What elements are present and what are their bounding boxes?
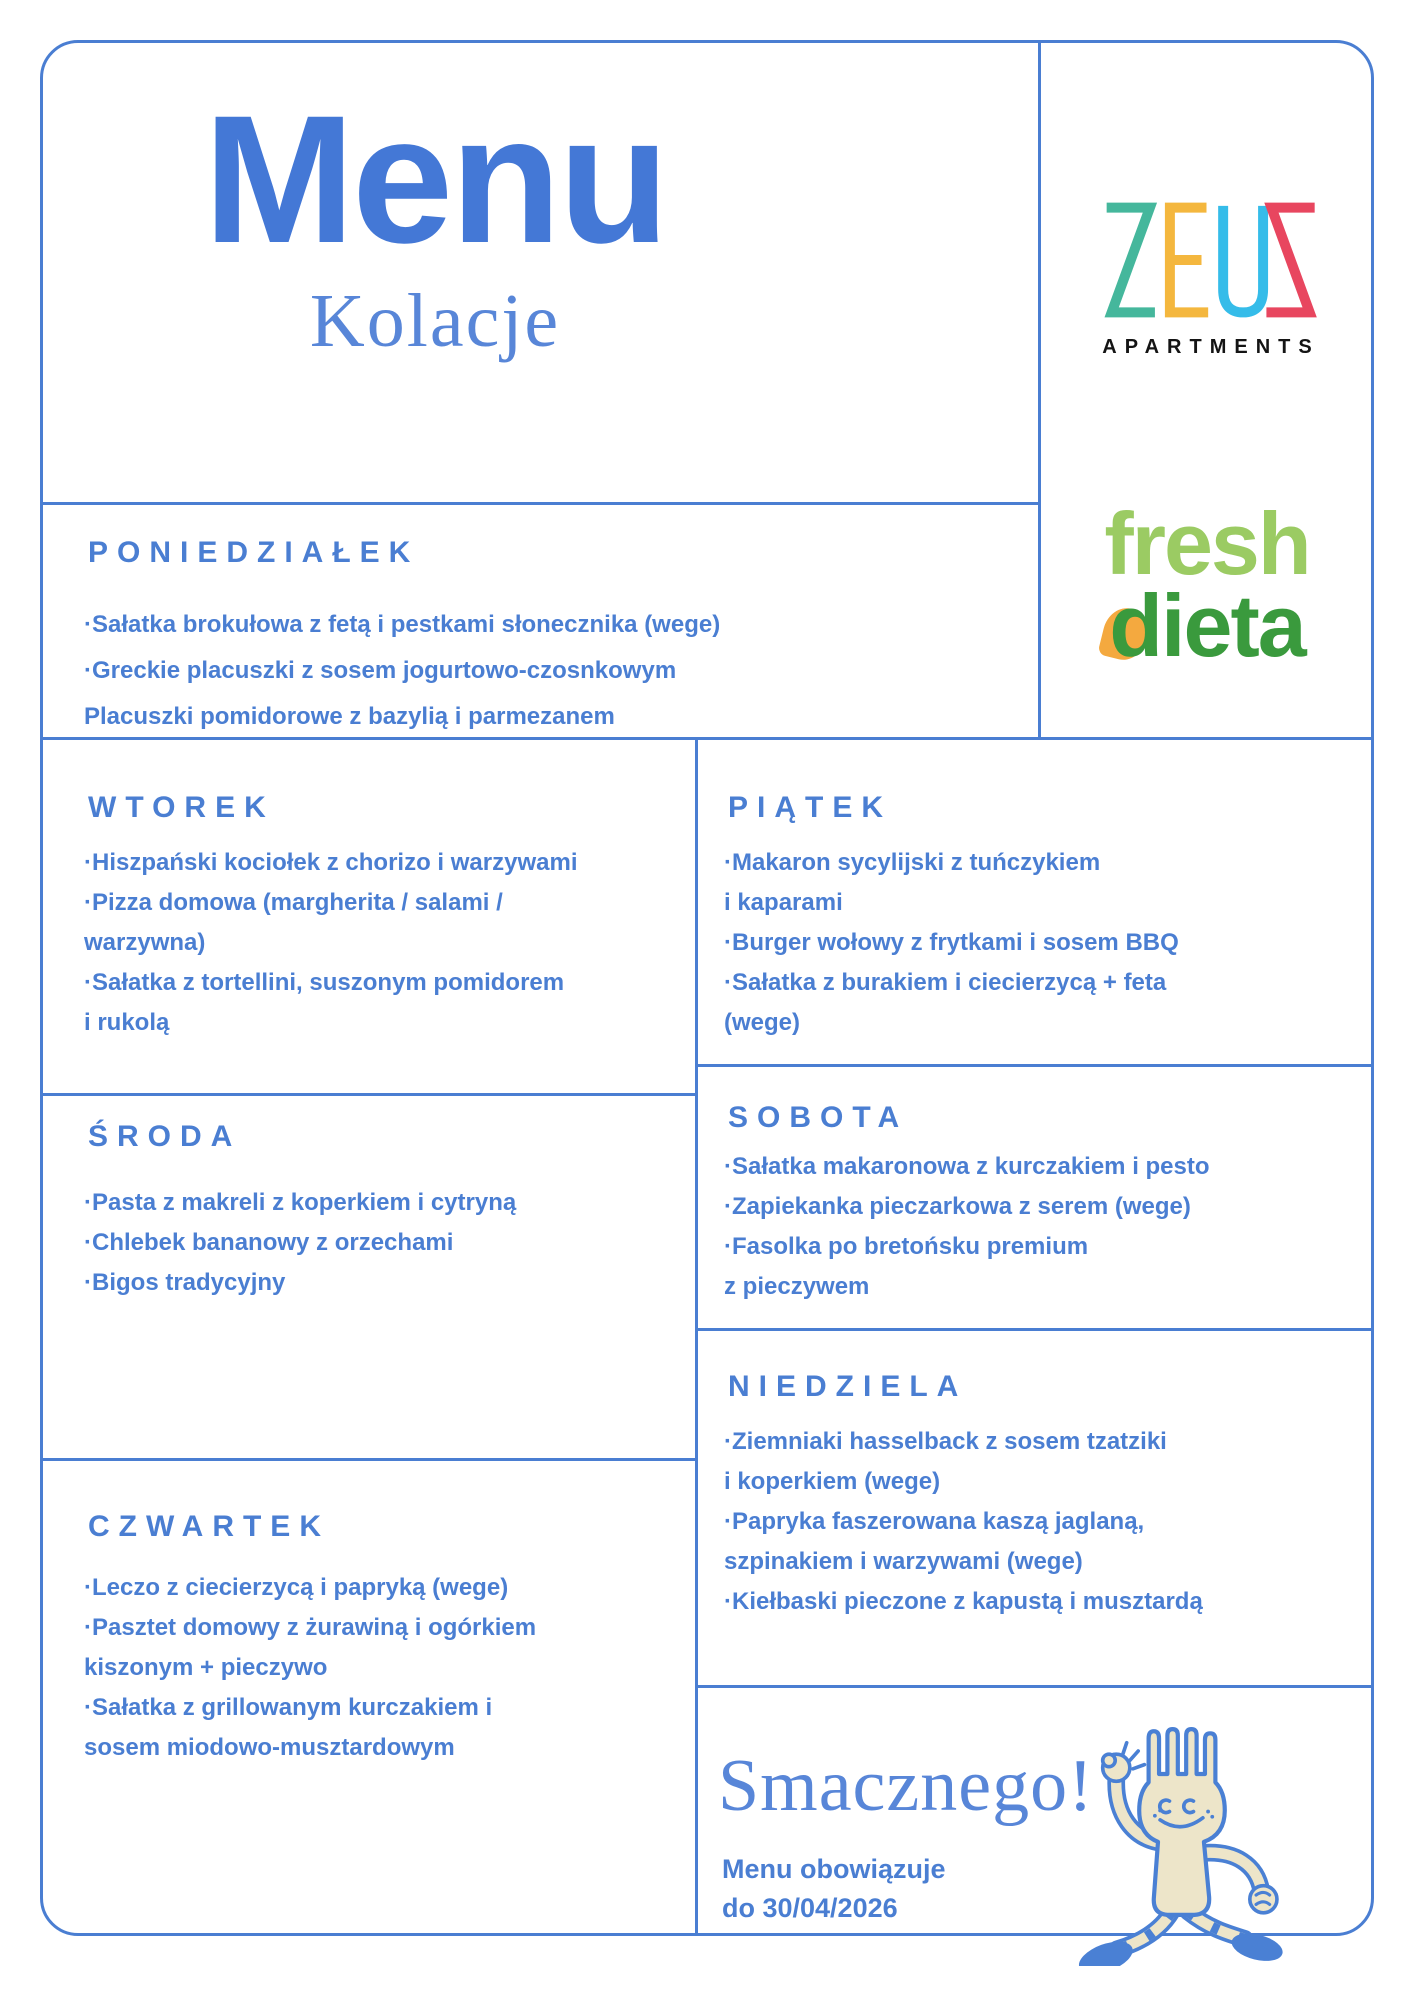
- zeus-logo-icon: [1104, 202, 1317, 318]
- day-heading-friday: PIĄTEK: [728, 791, 893, 824]
- fork-mascot-illustration: [1078, 1727, 1283, 1966]
- menu-item-line: ·Fasolka po bretońsku premium: [724, 1233, 1089, 1260]
- menu-item-line: ·Sałatka z tortellini, suszonym pomidore…: [84, 969, 565, 996]
- day-heading-tuesday: WTOREK: [88, 791, 275, 824]
- menu-item-line: z pieczywem: [724, 1273, 870, 1300]
- day-heading-thursday: CZWARTEK: [88, 1510, 330, 1543]
- menu-item-line: ·Hiszpański kociołek z chorizo i warzywa…: [84, 849, 578, 876]
- menu-item-line: i rukolą: [84, 1009, 170, 1036]
- menu-item-line: Placuszki pomidorowe z bazylią i parmeza…: [84, 703, 615, 730]
- day-items-saturday: ·Sałatka makaronowa z kurczakiem i pesto…: [724, 1147, 1210, 1307]
- menu-item-line: (wege): [724, 1009, 801, 1036]
- divider-header-bottom: [40, 502, 1040, 505]
- zeus-apartments-label: APARTMENTS: [1102, 336, 1320, 358]
- menu-item-line: ·Sałatka brokułowa z fetą i pestkami sło…: [84, 611, 721, 638]
- day-items-tuesday: ·Hiszpański kociołek z chorizo i warzywa…: [84, 843, 578, 1043]
- menu-item-line: ·Papryka faszerowana kaszą jaglaną,: [724, 1508, 1145, 1535]
- day-items-friday: ·Makaron sycylijski z tuńczykiem i kapar…: [724, 843, 1179, 1043]
- page-subtitle: Kolacje: [309, 279, 561, 363]
- day-heading-wednesday: ŚRODA: [88, 1120, 242, 1153]
- menu-item-line: szpinakiem i warzywami (wege): [724, 1548, 1083, 1575]
- day-items-monday: ·Sałatka brokułowa z fetą i pestkami sło…: [84, 602, 720, 740]
- menu-item-line: i koperkiem (wege): [724, 1468, 941, 1495]
- menu-item-line: ·Pasztet domowy z żurawiną i ogórkiem: [84, 1614, 537, 1641]
- menu-item-line: ·Zapiekanka pieczarkowa z serem (wege): [724, 1193, 1191, 1220]
- menu-item-line: ·Chlebek bananowy z orzechami: [84, 1229, 454, 1256]
- divider-center-column: [695, 737, 698, 1936]
- menu-item-line: kiszonym + pieczywo: [84, 1654, 328, 1681]
- divider-saturday-bottom: [695, 1328, 1374, 1331]
- divider-tuesday-bottom: [40, 1093, 695, 1096]
- validity-line: Menu obowiązuje: [722, 1854, 946, 1884]
- day-items-sunday: ·Ziemniaki hasselback z sosem tzatziki i…: [724, 1422, 1203, 1622]
- day-heading-monday: PONIEDZIAŁEK: [88, 536, 420, 569]
- menu-validity: Menu obowiązuje do 30/04/2026: [722, 1850, 946, 1928]
- menu-item-line: ·Sałatka makaronowa z kurczakiem i pesto: [724, 1153, 1210, 1180]
- fresh-dieta-logo-word1: fresh: [1104, 494, 1311, 593]
- menu-item-line: warzywna): [84, 929, 206, 956]
- menu-item-line: ·Pizza domowa (margherita / salami /: [84, 889, 503, 916]
- divider-sunday-bottom: [695, 1685, 1374, 1688]
- divider-logo-column: [1038, 40, 1041, 739]
- greeting-text: Smacznego!: [718, 1745, 1094, 1827]
- day-heading-saturday: SOBOTA: [728, 1101, 909, 1134]
- menu-item-line: ·Pasta z makreli z koperkiem i cytryną: [84, 1189, 517, 1216]
- menu-item-line: sosem miodowo-musztardowym: [84, 1734, 455, 1761]
- day-heading-sunday: NIEDZIELA: [728, 1370, 968, 1403]
- menu-item-line: ·Ziemniaki hasselback z sosem tzatziki: [724, 1428, 1167, 1455]
- divider-wednesday-bottom: [40, 1458, 695, 1461]
- menu-item-line: i kaparami: [724, 889, 843, 916]
- validity-line: do 30/04/2026: [722, 1893, 898, 1923]
- menu-item-line: ·Kiełbaski pieczone z kapustą i musztard…: [724, 1588, 1203, 1615]
- divider-row2: [40, 737, 1374, 740]
- day-items-thursday: ·Leczo z ciecierzycą i papryką (wege) ·P…: [84, 1568, 536, 1768]
- zeus-logo-text: ZEUS: [0, 0, 1, 1]
- menu-item-line: ·Burger wołowy z frytkami i sosem BBQ: [724, 929, 1179, 956]
- page-border: [40, 40, 1374, 1936]
- menu-item-line: ·Bigos tradycyjny: [84, 1269, 286, 1296]
- divider-friday-bottom: [695, 1064, 1374, 1067]
- day-items-wednesday: ·Pasta z makreli z koperkiem i cytryną ·…: [84, 1183, 516, 1303]
- menu-item-line: ·Sałatka z burakiem i ciecierzycą + feta: [724, 969, 1167, 996]
- fresh-dieta-logo-word2: dieta: [1109, 576, 1306, 675]
- menu-item-line: ·Greckie placuszki z sosem jogurtowo-czo…: [84, 657, 677, 684]
- menu-item-line: ·Sałatka z grillowanym kurczakiem i: [84, 1694, 493, 1721]
- menu-item-line: ·Makaron sycylijski z tuńczykiem: [724, 849, 1101, 876]
- menu-item-line: ·Leczo z ciecierzycą i papryką (wege): [84, 1574, 509, 1601]
- page-title: Menu: [203, 77, 669, 281]
